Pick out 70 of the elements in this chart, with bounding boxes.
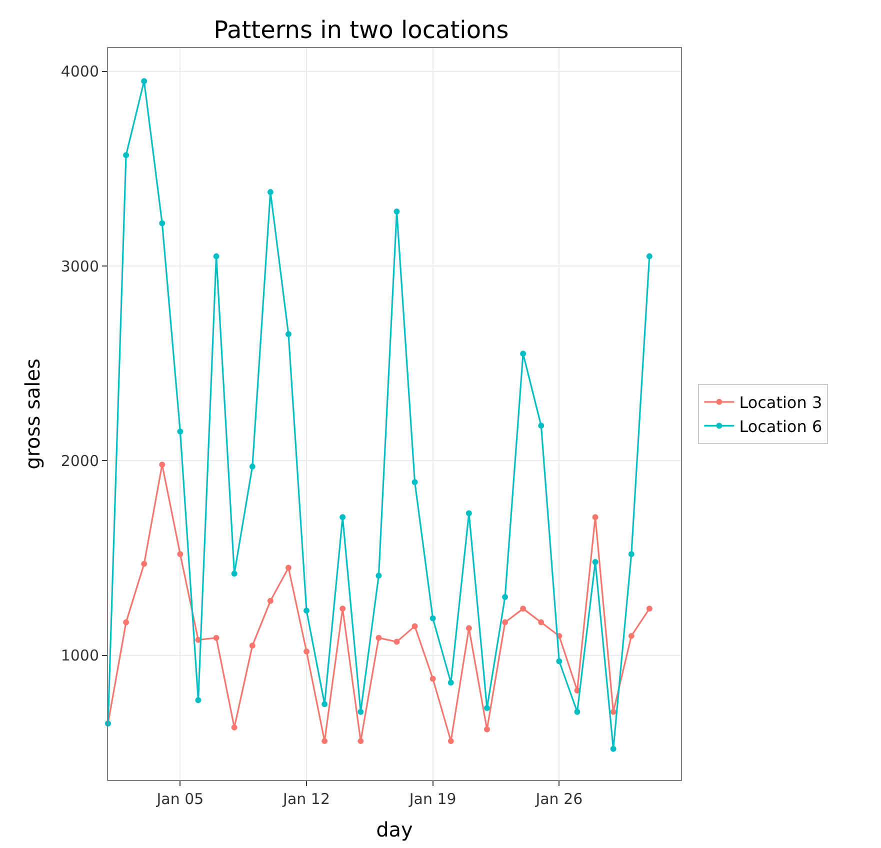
point xyxy=(520,606,526,612)
x-tick-label: Jan 12 xyxy=(282,790,330,808)
point xyxy=(628,551,634,558)
point xyxy=(520,350,526,357)
point xyxy=(195,697,202,704)
point xyxy=(484,704,490,711)
point xyxy=(538,619,544,626)
point xyxy=(412,479,418,486)
point xyxy=(646,606,652,612)
point xyxy=(574,708,580,715)
point xyxy=(412,623,418,630)
point xyxy=(448,680,454,686)
point xyxy=(376,572,382,579)
point xyxy=(304,648,310,655)
x-tick-label: Jan 26 xyxy=(534,790,583,808)
x-tick-label: Jan 05 xyxy=(156,790,204,808)
legend-label: Location 3 xyxy=(739,393,822,412)
point xyxy=(249,464,256,470)
point xyxy=(556,658,562,664)
y-tick-label: 3000 xyxy=(60,257,99,276)
point xyxy=(610,746,616,752)
point xyxy=(159,462,166,468)
point xyxy=(430,676,436,682)
point xyxy=(123,152,130,158)
point xyxy=(267,598,274,604)
point xyxy=(231,570,238,577)
point xyxy=(159,220,166,226)
point xyxy=(592,514,598,520)
point xyxy=(592,558,598,565)
point xyxy=(646,253,652,260)
point xyxy=(141,560,148,567)
point xyxy=(502,619,508,626)
point xyxy=(502,594,508,600)
point xyxy=(394,208,400,215)
y-tick-label: 2000 xyxy=(60,452,99,470)
point xyxy=(394,638,400,645)
y-axis-title: gross sales xyxy=(20,358,44,470)
chart-title: Patterns in two locations xyxy=(214,16,509,44)
point xyxy=(358,708,364,715)
point xyxy=(322,701,328,708)
point xyxy=(430,615,436,622)
point xyxy=(231,724,238,730)
y-tick-label: 1000 xyxy=(60,646,99,665)
x-tick-label: Jan 19 xyxy=(408,790,456,808)
point xyxy=(610,708,616,715)
point xyxy=(358,738,364,744)
point xyxy=(376,634,382,641)
point xyxy=(466,625,472,632)
point xyxy=(340,606,346,612)
point xyxy=(249,642,256,649)
point xyxy=(141,78,148,84)
point xyxy=(484,726,490,732)
point xyxy=(177,551,184,558)
point xyxy=(123,619,130,626)
point xyxy=(538,422,544,429)
point xyxy=(213,253,220,260)
point xyxy=(448,738,454,744)
x-axis-title: day xyxy=(376,818,414,842)
point xyxy=(304,608,310,614)
point xyxy=(177,428,184,435)
point xyxy=(213,634,220,641)
point xyxy=(322,738,328,744)
point xyxy=(466,510,472,516)
point xyxy=(285,564,292,571)
legend-label: Location 6 xyxy=(739,416,822,436)
point xyxy=(340,514,346,520)
point xyxy=(628,632,634,639)
y-tick-label: 4000 xyxy=(60,62,99,81)
point xyxy=(267,189,274,196)
point xyxy=(285,331,292,338)
